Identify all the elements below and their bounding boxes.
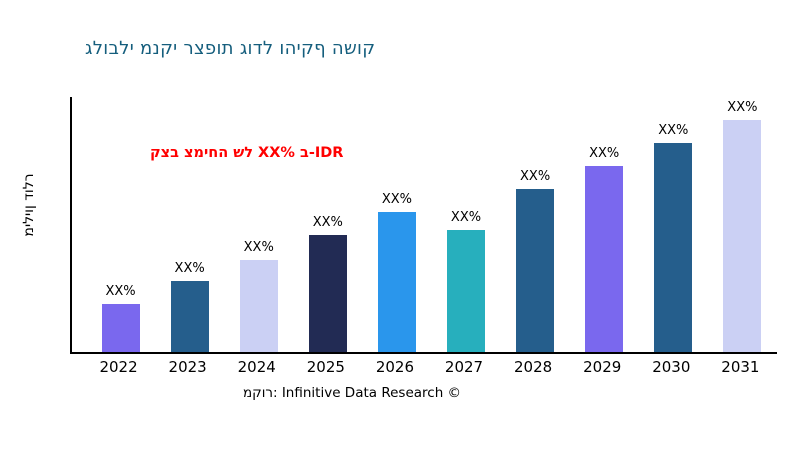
bar-slot-2023: XX% xyxy=(156,97,224,352)
chart-title: גלובלי מנקי רצפות גודל והיקף השוק xyxy=(85,38,376,59)
x-tick-2023: 2023 xyxy=(168,358,207,376)
x-tick-2024: 2024 xyxy=(237,358,276,376)
bar-slot-2024: XX% xyxy=(225,97,293,352)
bar-2027 xyxy=(447,229,486,352)
bar-slot-2028: XX% xyxy=(501,97,569,352)
bar-slot-2025: XX% xyxy=(294,97,362,352)
x-tick-2027: 2027 xyxy=(444,358,484,376)
x-tick-2031: 2031 xyxy=(721,358,760,376)
bar-value-label-2024: XX% xyxy=(243,240,274,256)
bar-2025 xyxy=(308,234,347,352)
bar-value-label-2027: XX% xyxy=(450,209,482,225)
bar-2031 xyxy=(723,119,762,352)
x-tick-2026: 2026 xyxy=(375,358,415,376)
x-tick-2030: 2030 xyxy=(652,358,691,376)
bar-slot-2022: XX% xyxy=(87,97,155,352)
bar-value-label-2025: XX% xyxy=(312,214,343,230)
bar-2022 xyxy=(101,303,140,352)
bar-value-label-2031: XX% xyxy=(727,99,758,115)
bar-value-label-2026: XX% xyxy=(381,191,412,207)
growth-rate-annotation: קצב צמיחה של XX% ב-IDR xyxy=(150,145,344,161)
bar-slot-2031: XX% xyxy=(708,97,776,352)
plot-area: קצב צמיחה של XX% ב-IDR XX% XX% XX% XX% XX% XX… xyxy=(70,97,777,354)
bar-value-label-2028: XX% xyxy=(520,168,551,184)
bar-slot-2027: XX% xyxy=(432,97,500,352)
bars-group: XX% XX% XX% XX% XX% XX% XX% XX% XX% XX% xyxy=(72,97,777,352)
bar-slot-2029: XX% xyxy=(570,97,638,352)
x-tick-2028: 2028 xyxy=(514,358,553,376)
bar-value-label-2030: XX% xyxy=(658,122,689,138)
y-axis-label: מיליון דולר xyxy=(21,173,37,237)
x-tick-2025: 2025 xyxy=(306,358,345,376)
bar-2030 xyxy=(654,142,693,352)
bar-2024 xyxy=(239,260,278,352)
bar-2026 xyxy=(377,211,416,352)
x-tick-2022: 2022 xyxy=(99,358,138,376)
bar-value-label-2022: XX% xyxy=(105,283,136,299)
source-caption: מקור: Infinitive Data Research © xyxy=(242,385,462,401)
x-axis-ticks: 2022 2023 2024 2025 2026 2027 2028 2029 2030 2031 xyxy=(70,358,775,376)
bar-2029 xyxy=(585,165,624,352)
bar-slot-2030: XX% xyxy=(639,97,707,352)
x-tick-2029: 2029 xyxy=(583,358,622,376)
bar-slot-2026: XX% xyxy=(363,97,431,352)
bar-2028 xyxy=(516,188,555,352)
bar-2023 xyxy=(170,280,209,352)
bar-value-label-2023: XX% xyxy=(174,260,205,276)
bar-value-label-2029: XX% xyxy=(589,145,620,161)
